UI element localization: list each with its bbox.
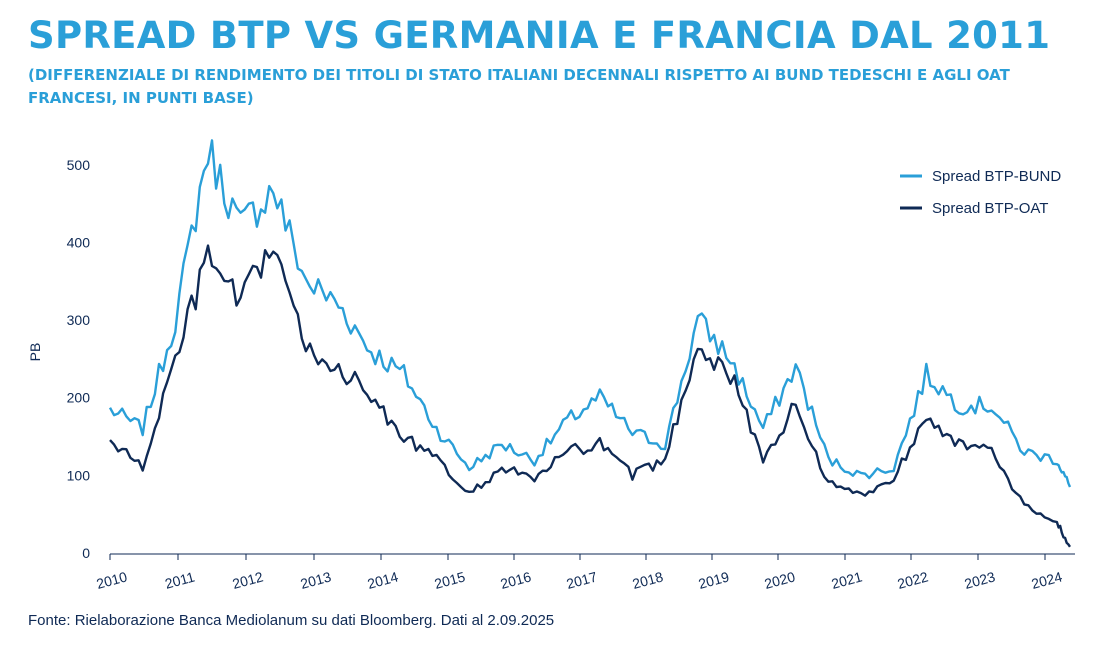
x-tick-label: 2012	[231, 568, 265, 592]
x-tick-label: 2015	[433, 568, 467, 592]
legend-label: Spread BTP-OAT	[932, 200, 1048, 217]
x-tick-label: 2019	[697, 568, 731, 592]
x-tick-label: 2024	[1030, 568, 1064, 592]
source-note: Fonte: Rielaborazione Banca Mediolanum s…	[28, 612, 555, 629]
y-tick-label: 300	[67, 312, 91, 328]
y-tick-label: 500	[67, 157, 91, 173]
y-tick-label: 200	[67, 390, 91, 406]
x-tick-label: 2020	[763, 568, 797, 592]
x-tick-label: 2011	[163, 568, 196, 591]
y-tick-label: 100	[67, 467, 91, 483]
x-tick-label: 2016	[499, 568, 533, 592]
x-tick-label: 2021	[830, 568, 864, 592]
x-tick-label: 2017	[565, 568, 599, 592]
series-line-btp-bund	[108, 139, 1072, 488]
legend-label: Spread BTP-BUND	[932, 168, 1061, 185]
x-tick-label: 2010	[95, 568, 129, 592]
x-tick-label: 2023	[963, 568, 997, 592]
x-tick-label: 2013	[299, 568, 333, 592]
series-line-btp-oat	[109, 244, 1071, 548]
x-tick-label: 2022	[896, 568, 930, 592]
chart-subtitle: (DIFFERENZIALE DI RENDIMENTO DEI TITOLI …	[28, 66, 1010, 107]
chart-title: SPREAD BTP VS GERMANIA E FRANCIA DAL 201…	[28, 14, 1051, 57]
y-axis-title: PB	[27, 343, 43, 362]
x-tick-label: 2014	[366, 568, 400, 592]
y-tick-label: 400	[67, 234, 91, 250]
y-tick-label: 0	[82, 545, 90, 561]
x-tick-label: 2018	[631, 568, 665, 592]
